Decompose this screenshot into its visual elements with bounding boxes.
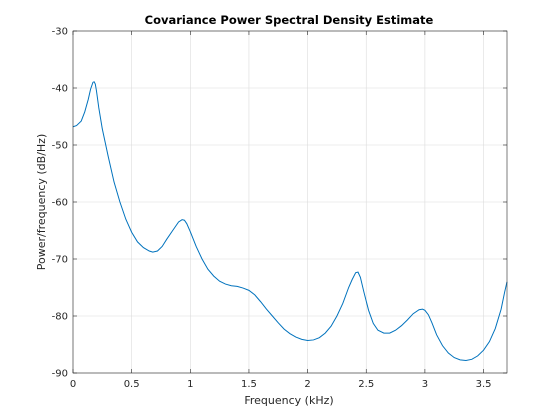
plot-frame bbox=[72, 30, 508, 374]
x-tick-label: 3.5 bbox=[476, 379, 492, 390]
x-tick-label: 0 bbox=[70, 379, 76, 390]
x-tick-label: 1.5 bbox=[241, 379, 257, 390]
y-tick-label: -90 bbox=[52, 369, 68, 380]
grid-lines bbox=[72, 30, 507, 374]
y-tick-label: -30 bbox=[52, 27, 68, 38]
x-tick-label: 1 bbox=[187, 379, 193, 390]
y-axis-label: Power/frequency (dB/Hz) bbox=[35, 134, 48, 271]
y-tick-label: -70 bbox=[52, 255, 68, 266]
y-tick-label: -50 bbox=[52, 141, 68, 152]
x-tick-labels: 0 0.5 1 1.5 2 2.5 3 3.5 bbox=[70, 379, 492, 390]
y-tick-label: -40 bbox=[52, 84, 68, 95]
series-line bbox=[72, 81, 508, 361]
x-tick-label: 2 bbox=[304, 379, 310, 390]
y-tick-label: -60 bbox=[52, 198, 68, 209]
x-tick-label: 2.5 bbox=[358, 379, 374, 390]
chart-title: Covariance Power Spectral Density Estima… bbox=[145, 13, 434, 27]
y-tick-labels: -90 -80 -70 -60 -50 -40 -30 bbox=[52, 27, 68, 380]
x-axis-label: Frequency (kHz) bbox=[244, 394, 333, 407]
x-tick-label: 0.5 bbox=[124, 379, 140, 390]
y-tick-label: -80 bbox=[52, 312, 68, 323]
x-tick-label: 3 bbox=[422, 379, 428, 390]
